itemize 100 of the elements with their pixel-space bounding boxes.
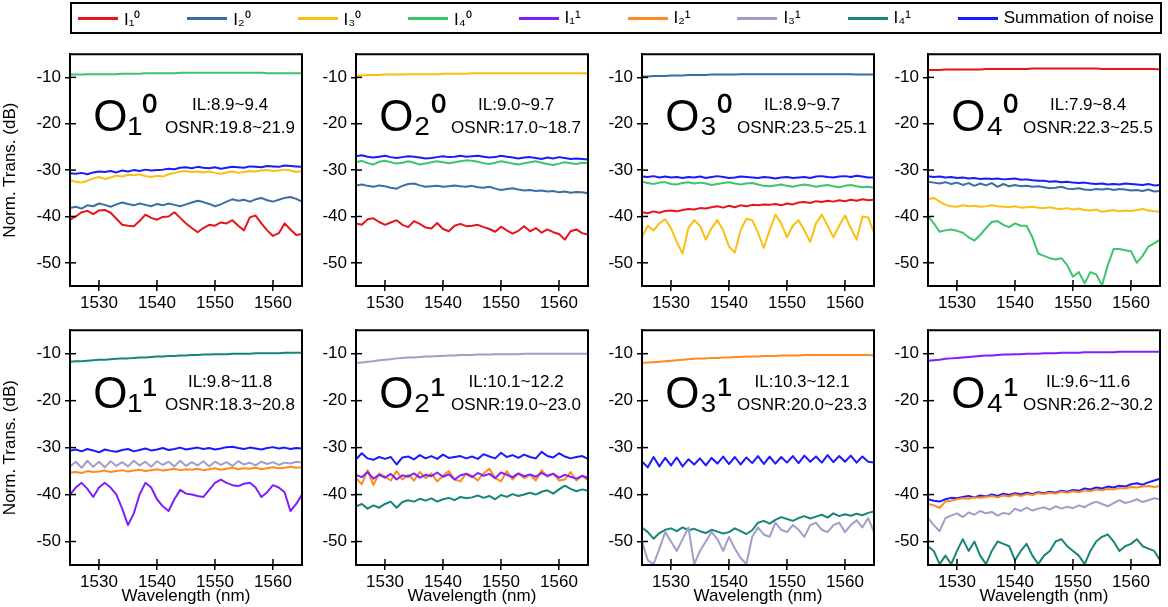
legend-label: I₂¹ [673,8,691,28]
x-tick-label: 1550 [768,292,806,312]
legend-label: Summation of noise [1003,8,1154,28]
x-tick-label: 1530 [366,292,404,312]
y-tick-label: -50 [608,531,633,551]
annotation: IL:8.9~9.4 [192,94,269,114]
x-tick-label: 1530 [652,292,690,312]
x-tick-label: 1560 [254,292,292,312]
y-tick-label: -10 [608,343,633,363]
annotation: O₃⁰ [665,90,733,140]
x-axis-title: Wavelength (nm) [407,586,537,606]
annotation: OSNR:26.2~30.2 [1023,395,1154,415]
x-tick-label: 1530 [652,571,690,591]
y-tick-label: -10 [36,67,61,87]
x-tick-label: 1540 [138,292,176,312]
y-tick-label: -40 [36,484,61,504]
y-tick-label: -20 [894,390,919,410]
y-tick-label: -10 [322,343,347,363]
annotation: OSNR:19.0~23.0 [451,395,582,415]
y-tick-label: -50 [894,531,919,551]
y-tick-label: -30 [36,159,61,179]
x-tick-label: 1560 [1112,292,1150,312]
y-tick-label: -40 [36,206,61,226]
annotation: OSNR:20.0~23.3 [737,395,868,415]
annotation: O₄¹ [951,367,1019,417]
annotation: O₁⁰ [93,90,158,140]
y-tick-label: -30 [608,437,633,457]
y-axis-title: Norm. Trans. (dB) [0,380,19,516]
annotation: IL:10.3~12.1 [754,371,850,391]
x-tick-label: 1530 [80,292,118,312]
x-tick-label: 1560 [540,292,578,312]
x-tick-label: 1540 [710,292,748,312]
x-tick-label: 1560 [540,571,578,591]
annotation: IL:9.0~9.7 [478,94,555,114]
y-tick-label: -20 [608,390,633,410]
y-tick-label: -30 [322,437,347,457]
legend-label: I₄¹ [893,8,911,28]
annotation: OSNR:18.3~20.8 [165,395,296,415]
x-tick-label: 1530 [80,571,118,591]
y-tick-label: -20 [322,390,347,410]
y-tick-label: -30 [322,159,347,179]
y-tick-label: -40 [608,484,633,504]
y-tick-label: -50 [608,252,633,272]
x-tick-label: 1540 [996,292,1034,312]
annotation: IL:8.9~9.7 [764,94,841,114]
y-tick-label: -50 [36,531,61,551]
y-tick-label: -40 [322,484,347,504]
y-tick-label: -30 [894,437,919,457]
y-tick-label: -20 [608,113,633,133]
annotation: IL:9.8~11.8 [187,371,273,391]
x-axis-title: Wavelength (nm) [979,586,1109,606]
y-tick-label: -10 [894,343,919,363]
annotation: OSNR:23.5~25.1 [737,118,868,138]
y-tick-label: -10 [322,67,347,87]
annotation: O₄⁰ [951,90,1019,140]
y-tick-label: -50 [322,531,347,551]
y-tick-label: -30 [36,437,61,457]
x-tick-label: 1540 [424,292,462,312]
annotation: IL:7.9~8.4 [1050,94,1127,114]
annotation: O₁¹ [93,367,157,417]
annotation: O₂¹ [379,367,446,417]
annotation: IL:9.6~11.6 [1045,371,1131,391]
y-axis-title: Norm. Trans. (dB) [0,102,19,238]
y-tick-label: -30 [608,159,633,179]
legend-label: I₁¹ [564,8,581,28]
x-axis-title: Wavelength (nm) [693,586,823,606]
annotation: O₃¹ [665,367,732,417]
y-tick-label: -20 [36,113,61,133]
y-tick-label: -40 [894,206,919,226]
x-tick-label: 1530 [938,571,976,591]
annotation: OSNR:22.3~25.5 [1023,118,1154,138]
x-tick-label: 1560 [254,571,292,591]
y-tick-label: -20 [322,113,347,133]
y-tick-label: -40 [322,206,347,226]
x-tick-label: 1550 [482,292,520,312]
legend-label: I₃⁰ [343,8,362,30]
x-tick-label: 1530 [366,571,404,591]
y-tick-label: -20 [36,390,61,410]
y-tick-label: -50 [894,252,919,272]
x-axis-title: Wavelength (nm) [121,586,251,606]
legend-label: I₄⁰ [454,8,472,30]
x-tick-label: 1560 [1112,571,1150,591]
annotation: IL:10.1~12.2 [468,371,564,391]
x-tick-label: 1560 [826,292,864,312]
y-tick-label: -50 [322,252,347,272]
y-tick-label: -30 [894,159,919,179]
y-tick-label: -10 [894,67,919,87]
y-tick-label: -20 [894,113,919,133]
legend-label: I₃¹ [783,8,801,28]
annotation: O₂⁰ [379,90,446,140]
x-tick-label: 1550 [1054,292,1092,312]
y-tick-label: -10 [608,67,633,87]
y-tick-label: -50 [36,252,61,272]
annotation: OSNR:19.8~21.9 [165,118,296,138]
x-tick-label: 1560 [826,571,864,591]
x-tick-label: 1550 [196,292,234,312]
annotation: OSNR:17.0~18.7 [451,118,582,138]
y-tick-label: -40 [608,206,633,226]
x-tick-label: 1530 [938,292,976,312]
y-tick-label: -40 [894,484,919,504]
